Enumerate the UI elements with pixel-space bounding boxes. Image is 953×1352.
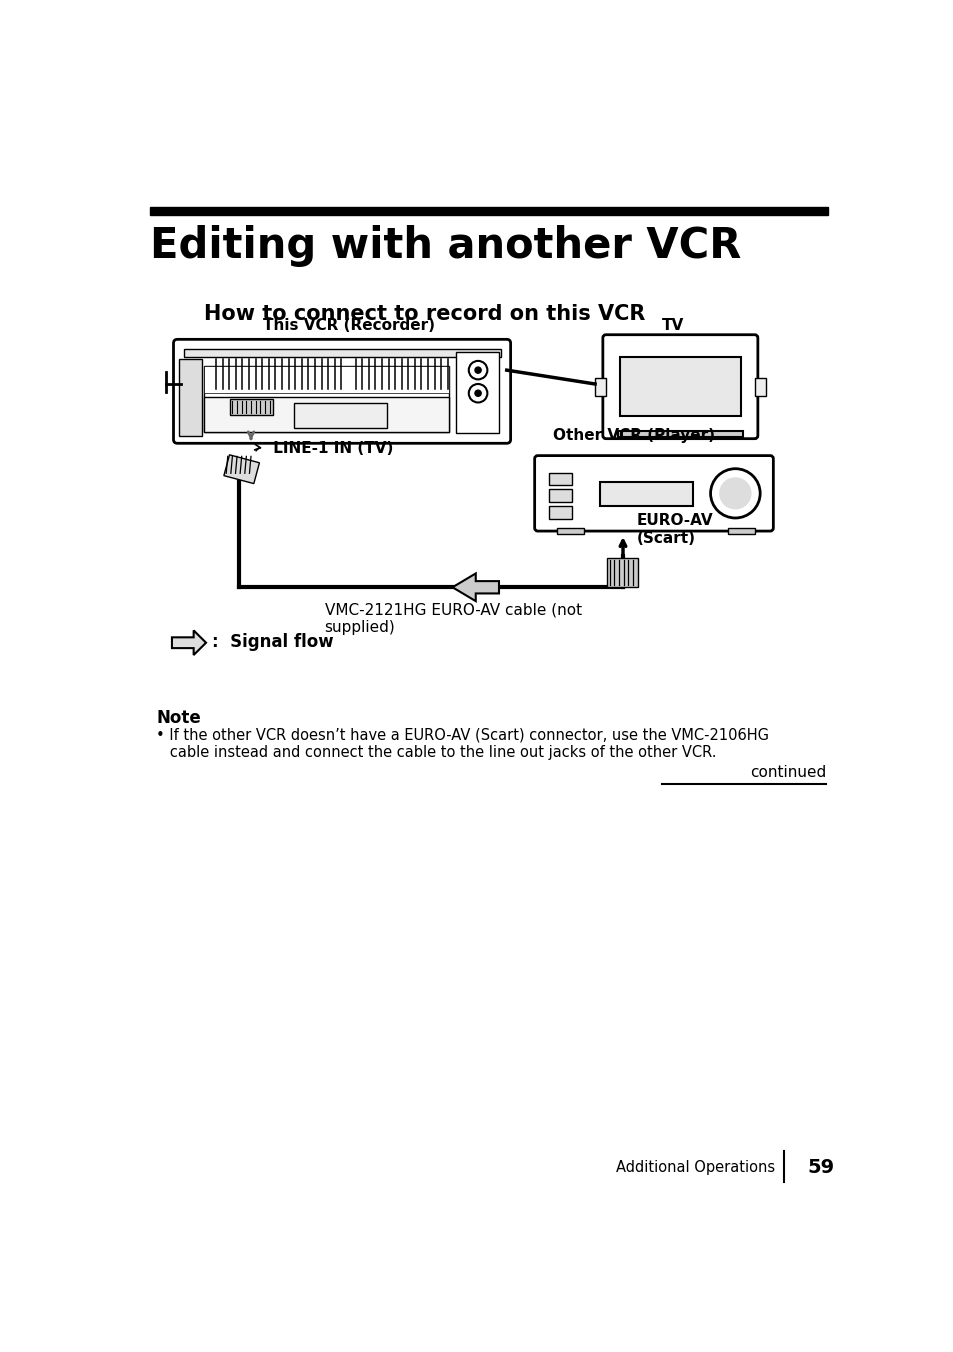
Text: :  Signal flow: : Signal flow (212, 633, 334, 650)
Text: This VCR (Recorder): This VCR (Recorder) (262, 318, 435, 333)
Text: LINE-1 IN (TV): LINE-1 IN (TV) (268, 441, 393, 456)
Bar (150, 207, 827, 215)
Text: continued: continued (749, 765, 825, 780)
Bar (179, 358, 202, 435)
Bar (204, 366, 448, 393)
Text: • If the other VCR doesn’t have a EURO-AV (Scart) connector, use the VMC-2106HG
: • If the other VCR doesn’t have a EURO-A… (156, 727, 769, 760)
Bar (754, 377, 765, 396)
Bar (294, 403, 386, 427)
Polygon shape (452, 573, 498, 602)
Circle shape (475, 391, 480, 396)
Bar (557, 529, 583, 534)
Bar (230, 399, 273, 415)
Text: VMC-2121HG EURO-AV cable (not
supplied): VMC-2121HG EURO-AV cable (not supplied) (324, 603, 581, 635)
Circle shape (720, 479, 750, 508)
Bar (617, 431, 742, 437)
Bar (619, 357, 740, 415)
Bar (599, 481, 692, 507)
Bar (595, 377, 605, 396)
Bar (727, 529, 754, 534)
Text: Editing with another VCR: Editing with another VCR (150, 226, 740, 268)
Text: Note: Note (156, 708, 201, 727)
Polygon shape (172, 630, 206, 654)
FancyBboxPatch shape (173, 339, 510, 443)
Bar (204, 366, 448, 431)
Circle shape (475, 366, 480, 373)
FancyBboxPatch shape (534, 456, 773, 531)
Text: Additional Operations: Additional Operations (615, 1160, 774, 1175)
Text: EURO-AV
(Scart): EURO-AV (Scart) (637, 514, 713, 546)
Bar (456, 353, 498, 433)
Bar (224, 454, 259, 484)
Bar (548, 507, 571, 519)
Text: How to connect to record on this VCR: How to connect to record on this VCR (204, 304, 645, 324)
Bar (548, 473, 571, 485)
Text: Other VCR (Player): Other VCR (Player) (553, 427, 715, 442)
Bar (183, 349, 500, 357)
Bar (548, 489, 571, 502)
Bar (204, 397, 448, 431)
Text: TV: TV (661, 318, 683, 333)
FancyBboxPatch shape (602, 335, 757, 438)
Bar (607, 558, 638, 587)
Text: 59: 59 (806, 1159, 833, 1178)
